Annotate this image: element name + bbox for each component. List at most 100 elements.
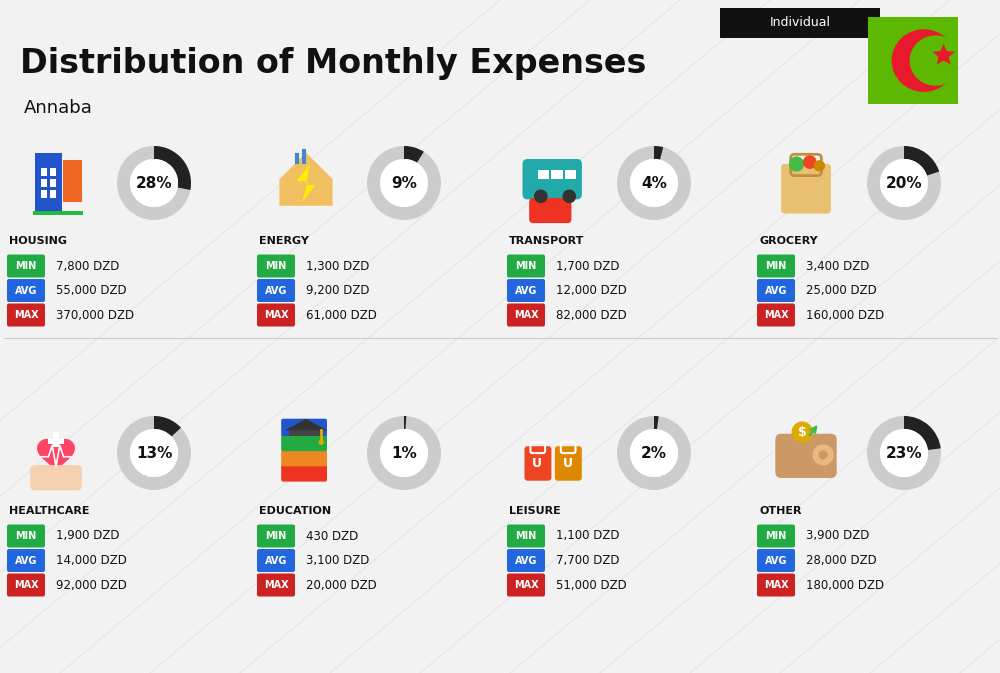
- Text: LEISURE: LEISURE: [509, 506, 561, 516]
- Text: TRANSPORT: TRANSPORT: [509, 236, 584, 246]
- Text: 7,700 DZD: 7,700 DZD: [556, 554, 620, 567]
- Text: $: $: [798, 425, 807, 439]
- Text: 92,000 DZD: 92,000 DZD: [56, 579, 127, 592]
- FancyBboxPatch shape: [555, 446, 582, 481]
- Text: 55,000 DZD: 55,000 DZD: [56, 284, 127, 297]
- Text: Annaba: Annaba: [24, 99, 93, 117]
- Text: MAX: MAX: [14, 580, 38, 590]
- FancyBboxPatch shape: [257, 549, 295, 572]
- Text: MAX: MAX: [264, 580, 288, 590]
- Bar: [63, 160, 82, 202]
- Polygon shape: [296, 164, 316, 202]
- Bar: [41, 190, 47, 199]
- Polygon shape: [932, 44, 955, 65]
- Wedge shape: [654, 416, 659, 429]
- Text: MIN: MIN: [515, 261, 537, 271]
- FancyBboxPatch shape: [524, 446, 551, 481]
- Bar: [538, 170, 549, 179]
- Circle shape: [910, 36, 961, 85]
- Bar: [289, 430, 323, 436]
- Text: 61,000 DZD: 61,000 DZD: [306, 308, 377, 322]
- Text: MIN: MIN: [15, 531, 37, 541]
- Text: MAX: MAX: [764, 310, 788, 320]
- Text: 13%: 13%: [136, 446, 172, 460]
- Wedge shape: [117, 416, 191, 490]
- Text: 430 DZD: 430 DZD: [306, 530, 358, 542]
- Wedge shape: [404, 146, 424, 163]
- Text: 20%: 20%: [886, 176, 922, 190]
- FancyBboxPatch shape: [507, 304, 545, 326]
- FancyBboxPatch shape: [281, 434, 327, 451]
- Text: 51,000 DZD: 51,000 DZD: [556, 579, 627, 592]
- Polygon shape: [37, 439, 75, 473]
- Text: AVG: AVG: [515, 555, 537, 565]
- FancyBboxPatch shape: [257, 573, 295, 596]
- FancyBboxPatch shape: [757, 279, 795, 302]
- FancyBboxPatch shape: [781, 164, 831, 213]
- Wedge shape: [154, 416, 181, 437]
- FancyBboxPatch shape: [720, 8, 880, 38]
- FancyBboxPatch shape: [757, 549, 795, 572]
- Bar: [551, 170, 563, 179]
- Wedge shape: [367, 146, 441, 220]
- FancyBboxPatch shape: [7, 549, 45, 572]
- FancyBboxPatch shape: [757, 254, 795, 277]
- Circle shape: [562, 190, 576, 203]
- Wedge shape: [904, 146, 939, 176]
- Wedge shape: [117, 146, 191, 220]
- Text: AVG: AVG: [15, 285, 37, 295]
- Text: 180,000 DZD: 180,000 DZD: [806, 579, 884, 592]
- FancyBboxPatch shape: [257, 524, 295, 548]
- FancyBboxPatch shape: [281, 464, 327, 482]
- FancyBboxPatch shape: [757, 524, 795, 548]
- Text: U: U: [562, 457, 572, 470]
- Text: AVG: AVG: [265, 285, 287, 295]
- Bar: [35, 153, 62, 213]
- Text: 1,100 DZD: 1,100 DZD: [556, 530, 620, 542]
- Text: 3,900 DZD: 3,900 DZD: [806, 530, 869, 542]
- Text: 2%: 2%: [641, 446, 667, 460]
- Text: AVG: AVG: [765, 285, 787, 295]
- Text: HEALTHCARE: HEALTHCARE: [9, 506, 90, 516]
- Circle shape: [380, 159, 428, 207]
- Circle shape: [814, 160, 825, 172]
- Text: 3,400 DZD: 3,400 DZD: [806, 260, 869, 273]
- Circle shape: [630, 429, 678, 477]
- Wedge shape: [367, 416, 441, 490]
- FancyBboxPatch shape: [7, 573, 45, 596]
- FancyBboxPatch shape: [281, 419, 327, 436]
- Circle shape: [812, 444, 834, 466]
- Text: 28,000 DZD: 28,000 DZD: [806, 554, 877, 567]
- Text: MAX: MAX: [764, 580, 788, 590]
- Polygon shape: [285, 419, 327, 430]
- Text: AVG: AVG: [15, 555, 37, 565]
- FancyBboxPatch shape: [507, 254, 545, 277]
- Bar: [48, 439, 64, 444]
- Text: OTHER: OTHER: [759, 506, 802, 516]
- Text: 23%: 23%: [886, 446, 922, 460]
- FancyBboxPatch shape: [757, 304, 795, 326]
- Bar: [564, 170, 576, 179]
- Text: 7,800 DZD: 7,800 DZD: [56, 260, 119, 273]
- Bar: [50, 190, 56, 199]
- Bar: [33, 211, 83, 215]
- Wedge shape: [404, 416, 406, 429]
- Text: 12,000 DZD: 12,000 DZD: [556, 284, 627, 297]
- FancyBboxPatch shape: [507, 549, 545, 572]
- Text: MAX: MAX: [514, 310, 538, 320]
- Text: 28%: 28%: [136, 176, 172, 190]
- Text: Distribution of Monthly Expenses: Distribution of Monthly Expenses: [20, 46, 646, 79]
- Circle shape: [789, 156, 804, 172]
- Text: MAX: MAX: [514, 580, 538, 590]
- Text: MIN: MIN: [765, 531, 787, 541]
- Bar: [50, 179, 56, 187]
- Text: 20,000 DZD: 20,000 DZD: [306, 579, 377, 592]
- FancyBboxPatch shape: [522, 159, 582, 199]
- Wedge shape: [617, 416, 691, 490]
- Bar: [41, 168, 47, 176]
- Text: AVG: AVG: [765, 555, 787, 565]
- Circle shape: [130, 429, 178, 477]
- Text: MIN: MIN: [765, 261, 787, 271]
- Circle shape: [880, 429, 928, 477]
- Text: HOUSING: HOUSING: [9, 236, 67, 246]
